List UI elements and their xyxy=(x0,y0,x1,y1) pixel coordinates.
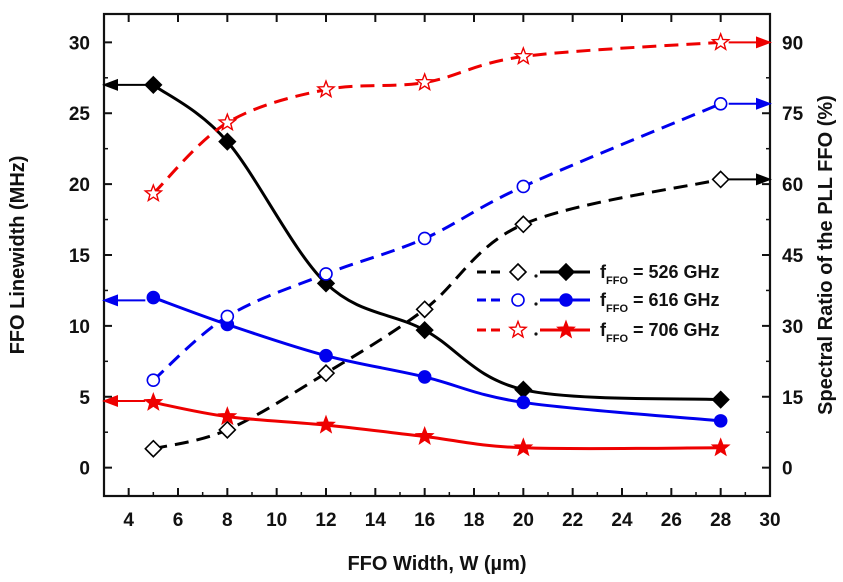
linewidth-marker xyxy=(217,406,238,426)
y-axis-left-title: FFO Linewidth (MHz) xyxy=(7,156,29,355)
plot-frame xyxy=(102,12,772,498)
legend-entry: fFFO = 616 GHz xyxy=(477,290,720,315)
legend-filled-marker xyxy=(556,262,576,282)
legend-filled-marker xyxy=(559,293,573,307)
y-right-tick-label: 30 xyxy=(782,317,803,338)
spectral-ratio-marker xyxy=(220,309,235,324)
linewidth-marker xyxy=(143,391,164,411)
linewidth-marker xyxy=(415,321,434,340)
y-right-tick-label: 45 xyxy=(782,246,804,267)
spectral-ratio-line xyxy=(152,177,721,451)
spectral-ratio-marker xyxy=(514,215,533,234)
legend-comma xyxy=(534,302,538,306)
spectral-ratio-marker xyxy=(513,46,534,66)
y-right-tick-label: 15 xyxy=(782,388,804,409)
spectral-ratio-marker xyxy=(713,96,728,111)
legend-filled-marker xyxy=(556,319,576,339)
legend-comma xyxy=(534,274,538,278)
linewidth-marker xyxy=(710,437,731,457)
axes-ticks: 4 6 8 10 12 14 16 18 20 22 24 26 28 30 0 5 10 15 20 25 30 0 15… xyxy=(69,14,804,531)
x-tick-label: 30 xyxy=(759,510,780,531)
right-axis-arrow xyxy=(756,97,772,110)
left-axis-arrow xyxy=(102,395,118,408)
legend-open-marker xyxy=(511,293,525,307)
legend-label: fFFO = 616 GHz xyxy=(600,290,720,315)
legend-open-marker xyxy=(508,262,528,282)
series-layer xyxy=(102,31,772,458)
x-tick-label: 4 xyxy=(123,510,134,531)
y-right-tick-label: 90 xyxy=(782,33,803,54)
x-tick-label: 26 xyxy=(661,510,682,531)
x-tick-label: 12 xyxy=(315,510,336,531)
linewidth-marker xyxy=(711,390,730,409)
legend-entry: fFFO = 706 GHz xyxy=(477,319,720,345)
linewidth-marker xyxy=(414,425,435,445)
legend-entry: fFFO = 526 GHz xyxy=(477,262,720,287)
spectral-ratio-marker xyxy=(414,72,435,92)
series-616-ghz xyxy=(102,96,772,428)
spectral-ratio-marker xyxy=(316,79,336,99)
spectral-ratio-marker xyxy=(143,183,164,203)
right-axis-arrow xyxy=(756,173,772,186)
linewidth-marker xyxy=(144,75,163,95)
legend-comma xyxy=(534,332,538,336)
spectral-ratio-marker xyxy=(516,179,531,194)
y-left-tick-label: 20 xyxy=(69,175,90,196)
y-left-tick-label: 15 xyxy=(69,246,91,267)
y-right-tick-label: 0 xyxy=(782,459,793,480)
left-axis-arrow xyxy=(102,78,118,91)
linewidth-marker xyxy=(319,348,333,363)
x-tick-label: 18 xyxy=(463,510,484,531)
x-tick-label: 14 xyxy=(365,510,387,531)
x-tick-label: 22 xyxy=(562,510,583,531)
linewidth-marker xyxy=(514,380,533,399)
linewidth-line xyxy=(152,83,721,402)
linewidth-line xyxy=(152,296,721,423)
x-tick-label: 6 xyxy=(173,510,184,531)
y-left-tick-label: 5 xyxy=(79,388,90,409)
x-tick-label: 20 xyxy=(513,510,534,531)
spectral-ratio-marker xyxy=(218,420,237,439)
spectral-ratio-line xyxy=(152,40,721,195)
spectral-ratio-marker xyxy=(319,267,333,281)
y-right-tick-label: 75 xyxy=(782,104,804,125)
x-tick-label: 28 xyxy=(710,510,731,531)
spectral-ratio-marker xyxy=(417,231,432,246)
linewidth-marker xyxy=(146,290,161,305)
series-706-ghz xyxy=(102,31,772,457)
left-axis-arrow xyxy=(102,294,118,307)
spectral-ratio-marker xyxy=(415,300,434,319)
legend-label: fFFO = 526 GHz xyxy=(600,262,720,287)
y-left-tick-label: 30 xyxy=(69,33,90,54)
x-tick-label: 16 xyxy=(414,510,435,531)
series-526-ghz xyxy=(102,75,772,458)
spectral-ratio-marker xyxy=(146,373,161,388)
linewidth-marker xyxy=(713,414,728,428)
spectral-ratio-marker xyxy=(144,439,163,458)
spectral-ratio-marker xyxy=(710,31,731,51)
legend: fFFO = 526 GHz fFFO = 616 GHz fFFO = 706 G… xyxy=(477,262,720,345)
x-tick-label: 24 xyxy=(611,510,633,531)
right-axis-arrow xyxy=(756,36,772,49)
linewidth-marker xyxy=(218,132,237,151)
y-left-tick-label: 0 xyxy=(79,459,90,480)
y-axis-right-title: Spectral Ratio of the PLL FFO (%) xyxy=(815,95,837,415)
linewidth-marker xyxy=(516,395,531,410)
x-tick-label: 10 xyxy=(266,510,287,531)
y-right-tick-label: 60 xyxy=(782,175,803,196)
spectral-ratio-marker xyxy=(316,364,336,383)
legend-open-marker xyxy=(508,319,528,339)
linewidth-marker xyxy=(417,370,432,384)
legend-label: fFFO = 706 GHz xyxy=(600,320,720,345)
linewidth-marker xyxy=(316,414,336,434)
x-tick-label: 8 xyxy=(222,510,233,531)
y-left-tick-label: 10 xyxy=(69,317,90,338)
x-axis-title: FFO Width, W (µm) xyxy=(347,553,526,575)
y-left-tick-label: 25 xyxy=(69,104,91,125)
spectral-ratio-marker xyxy=(217,112,238,132)
linewidth-marker xyxy=(513,437,534,457)
spectral-ratio-marker xyxy=(711,170,730,189)
